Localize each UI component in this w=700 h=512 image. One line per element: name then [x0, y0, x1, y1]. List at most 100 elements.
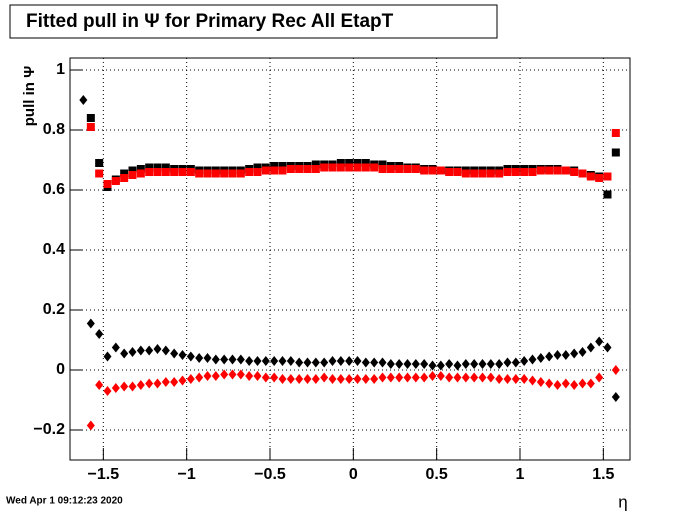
- diamond-marker: [353, 374, 362, 384]
- diamond-marker: [428, 371, 437, 381]
- square-marker: [136, 165, 145, 173]
- square-marker: [378, 160, 387, 169]
- diamond-marker: [470, 359, 479, 369]
- square-marker: [128, 171, 137, 179]
- plot-frame: [69, 57, 631, 461]
- diamond-marker: [420, 359, 429, 369]
- square-marker: [211, 169, 220, 178]
- square-marker: [453, 168, 462, 176]
- diamond-marker: [253, 356, 262, 366]
- square-marker: [478, 169, 487, 178]
- title-box: [9, 4, 498, 39]
- square-marker: [203, 169, 212, 178]
- diamond-marker: [261, 372, 270, 383]
- diamond-marker: [586, 342, 595, 353]
- square-marker: [378, 165, 387, 173]
- diamond-marker: [511, 357, 520, 368]
- diamond-marker: [520, 356, 529, 366]
- square-marker: [120, 174, 129, 182]
- diamond-marker: [386, 372, 395, 383]
- diamond-marker: [245, 371, 254, 381]
- diamond-marker: [570, 348, 579, 359]
- diamond-marker: [211, 371, 220, 381]
- x-tick-label: −0.5: [254, 466, 286, 483]
- square-marker: [311, 165, 320, 173]
- diamond-marker: [328, 356, 337, 366]
- diamond-marker: [528, 354, 537, 365]
- diamond-marker: [603, 342, 612, 353]
- diamond-marker: [361, 357, 370, 368]
- square-marker: [561, 166, 570, 175]
- diamond-marker: [353, 356, 362, 366]
- diamond-marker: [161, 345, 170, 356]
- square-marker: [386, 165, 395, 173]
- diamond-marker: [170, 348, 179, 359]
- diamond-marker: [303, 374, 312, 384]
- square-marker: [353, 159, 362, 167]
- x-tick-label: 0.5: [426, 466, 448, 483]
- square-marker: [595, 174, 604, 182]
- square-marker: [411, 165, 420, 173]
- square-marker: [95, 169, 104, 178]
- diamond-marker: [503, 374, 512, 384]
- square-marker: [245, 168, 254, 176]
- square-marker: [261, 166, 270, 175]
- date-stamp: Wed Apr 1 09:12:23 2020: [6, 496, 123, 507]
- diamond-marker: [270, 356, 279, 366]
- square-marker: [470, 169, 479, 178]
- diamond-marker: [320, 357, 329, 368]
- square-marker: [86, 123, 95, 131]
- diamond-marker: [595, 372, 604, 383]
- square-marker: [286, 165, 295, 173]
- square-marker: [86, 114, 95, 122]
- square-marker: [611, 148, 620, 157]
- diamond-marker: [536, 377, 545, 387]
- diamond-marker: [186, 351, 195, 362]
- square-marker: [195, 169, 204, 178]
- square-marker: [345, 159, 354, 167]
- diamond-marker: [153, 378, 162, 389]
- x-axis-label: η: [618, 492, 627, 511]
- x-tick-label: 1: [516, 466, 525, 483]
- y-tick-label: 0.6: [43, 181, 65, 198]
- diamond-marker: [86, 420, 95, 431]
- diamond-marker: [136, 380, 145, 390]
- diamond-marker: [520, 374, 529, 384]
- diamond-marker: [578, 347, 587, 357]
- x-tick-label: −1: [178, 466, 196, 483]
- diamond-marker: [178, 375, 187, 386]
- diamond-marker: [386, 359, 395, 369]
- diamond-marker: [553, 350, 562, 360]
- y-tick-label: 0.4: [43, 241, 65, 258]
- diamond-marker: [453, 372, 462, 383]
- square-marker: [303, 165, 312, 173]
- diamond-marker: [203, 353, 212, 363]
- square-marker: [111, 177, 120, 185]
- diamond-marker: [278, 374, 287, 384]
- diamond-marker: [178, 350, 187, 360]
- diamond-marker: [370, 357, 379, 368]
- diamond-marker: [586, 378, 595, 389]
- diamond-marker: [245, 356, 254, 366]
- square-marker: [170, 168, 179, 176]
- diamond-marker: [320, 372, 329, 383]
- diamond-marker: [228, 354, 237, 365]
- square-marker: [361, 163, 370, 172]
- square-marker: [545, 166, 554, 175]
- square-marker: [103, 180, 112, 188]
- square-marker: [603, 172, 612, 181]
- square-marker: [461, 169, 470, 178]
- diamond-marker: [511, 374, 520, 384]
- square-marker: [503, 168, 512, 176]
- diamond-marker: [228, 369, 237, 380]
- square-marker: [436, 166, 445, 175]
- diamond-marker: [286, 356, 295, 366]
- square-marker: [236, 169, 245, 178]
- diamond-marker: [145, 378, 154, 389]
- square-marker: [578, 169, 587, 178]
- diamond-marker: [486, 359, 495, 369]
- diamond-marker: [311, 357, 320, 368]
- diamond-marker: [403, 359, 412, 369]
- diamond-marker: [103, 351, 112, 362]
